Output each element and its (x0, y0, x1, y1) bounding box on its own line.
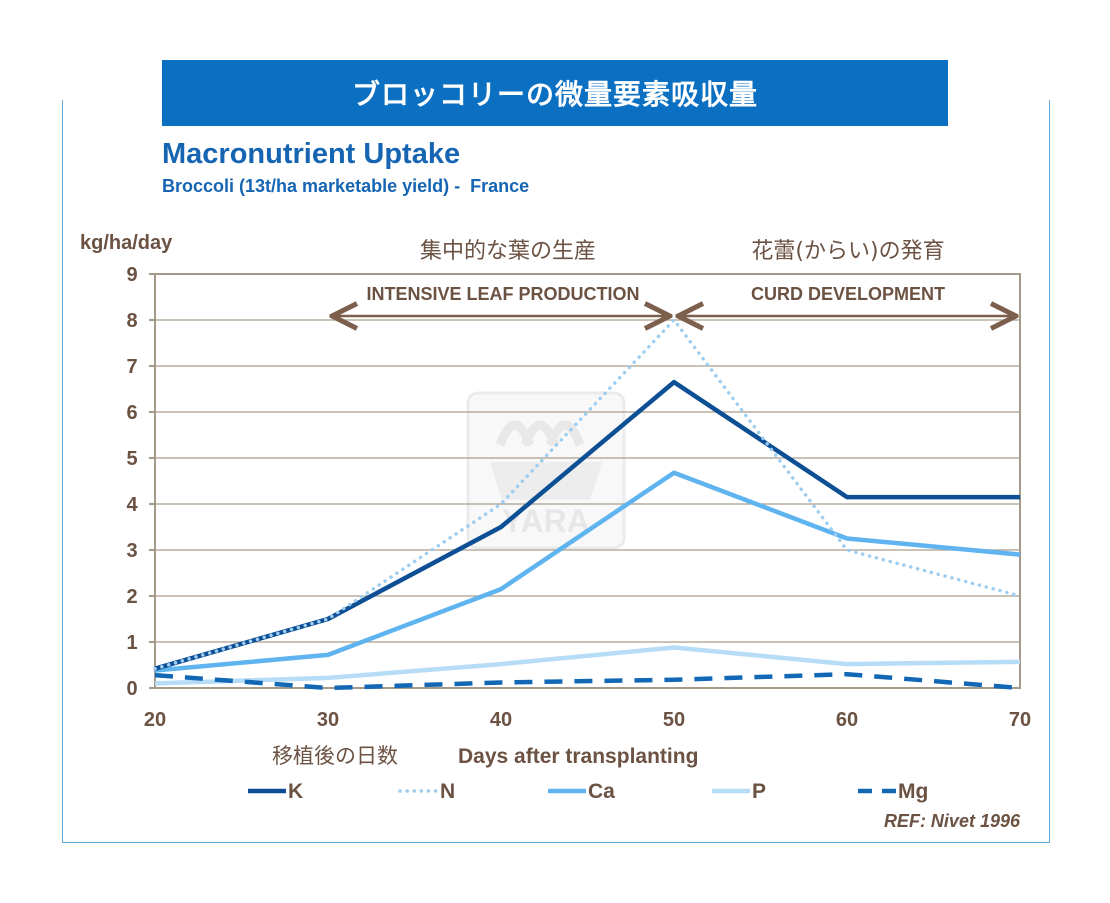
phase-label-jp-1: 集中的な葉の生産 (420, 239, 596, 264)
chart-title: Macronutrient Uptake (162, 138, 461, 170)
y-tick-label: 1 (126, 632, 137, 654)
phase-label-jp-2: 花蕾(からい)の発育 (751, 239, 944, 264)
legend: K N Ca P Mg (248, 780, 928, 803)
x-axis-label-en: Days after transplanting (458, 745, 698, 768)
reference-note: REF: Nivet 1996 (884, 811, 1021, 831)
y-tick-label: 9 (126, 264, 137, 286)
legend-label-p: P (752, 780, 766, 803)
y-tick-label: 2 (126, 586, 137, 608)
watermark-text: YARA (502, 503, 590, 539)
y-tick-label: 7 (126, 356, 137, 378)
phase-label-en-2: CURD DEVELOPMENT (751, 284, 945, 304)
x-tick-label: 20 (144, 709, 166, 731)
y-tick-label: 0 (126, 678, 137, 700)
x-tick-label: 50 (663, 709, 685, 731)
series-line-ca (154, 470, 1021, 673)
x-tick-label: 40 (490, 709, 512, 731)
y-tick-label: 3 (126, 540, 137, 562)
legend-label-n: N (440, 780, 455, 803)
phase-label-en-1: INTENSIVE LEAF PRODUCTION (366, 284, 639, 304)
series-line-n (153, 318, 1022, 671)
watermark-logo: YARA (466, 391, 626, 550)
y-tick-label: 6 (126, 402, 137, 424)
x-tick-labels: 20 30 40 50 60 70 (144, 709, 1031, 731)
y-axis-unit: kg/ha/day (80, 232, 173, 254)
series-lines (153, 318, 1022, 691)
banner-title: ブロッコリーの微量要素吸収量 (162, 60, 948, 126)
series-line-mg (154, 671, 1021, 691)
x-tick-label: 60 (836, 709, 858, 731)
y-tick-label: 5 (126, 448, 137, 470)
y-tick-label: 8 (126, 310, 137, 332)
legend-label-mg: Mg (898, 780, 928, 803)
plot-border (154, 273, 1021, 689)
x-axis-label-jp: 移植後の日数 (272, 744, 398, 768)
series-line-p (154, 645, 1021, 686)
chart-subtitle: Broccoli (13t/ha marketable yield) - Fra… (162, 176, 530, 196)
x-tick-label: 30 (317, 709, 339, 731)
y-tick-label: 4 (126, 494, 138, 516)
legend-label-ca: Ca (588, 780, 615, 803)
y-tick-labels: 0 1 2 3 4 5 6 7 8 9 (126, 264, 138, 700)
legend-label-k: K (288, 780, 303, 803)
x-tick-label: 70 (1009, 709, 1031, 731)
